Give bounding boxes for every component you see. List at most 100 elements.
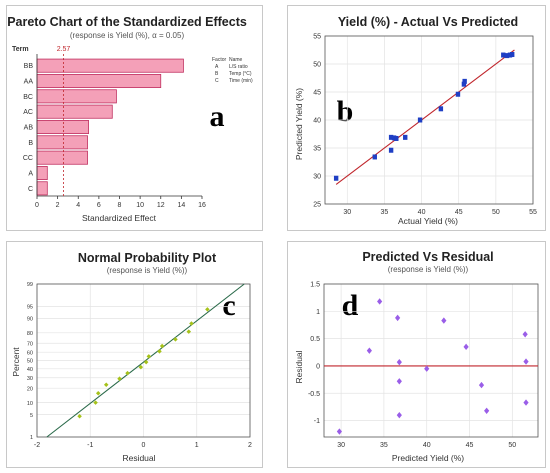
data-point xyxy=(157,349,162,354)
chart-title: Pareto Chart of the Standardized Effects xyxy=(7,15,247,29)
category-label: AA xyxy=(24,79,34,86)
x-tick-label: 50 xyxy=(492,209,500,216)
y-tick-label: 1 xyxy=(316,309,320,316)
y-tick-label: 50 xyxy=(313,62,321,69)
x-axis-label: Actual Yield (%) xyxy=(398,216,458,226)
legend-name: Temp (°C) xyxy=(229,71,252,77)
panel-letter: d xyxy=(342,289,359,322)
x-tick-label: 45 xyxy=(455,209,463,216)
category-label: BC xyxy=(23,94,33,101)
y-tick-label: 99 xyxy=(27,282,33,288)
chart-subtitle: (response is Yield (%), α = 0.05) xyxy=(70,31,185,40)
data-point xyxy=(523,358,529,365)
data-point xyxy=(377,298,383,305)
data-point xyxy=(403,134,408,140)
data-point xyxy=(504,53,510,59)
data-point xyxy=(394,135,399,141)
pareto-bar xyxy=(36,74,162,88)
category-label: C xyxy=(28,186,33,193)
data-point xyxy=(388,147,394,153)
reference-line-label: 2.57 xyxy=(57,46,71,53)
x-tick-label: 8 xyxy=(118,202,122,209)
y-axis-label: Residual xyxy=(294,350,304,383)
predicted-vs-residual-panel: Predicted Vs Residual (response is Yield… xyxy=(287,241,546,468)
data-point xyxy=(396,358,402,366)
y-tick-label: 35 xyxy=(313,146,321,153)
x-tick-label: 35 xyxy=(381,209,389,216)
y-tick-label: 70 xyxy=(27,341,33,347)
x-tick-label: 50 xyxy=(508,442,516,449)
x-tick-label: -2 xyxy=(34,442,40,449)
chart-title: Predicted Vs Residual xyxy=(362,250,493,264)
y-tick-label: 45 xyxy=(313,90,321,97)
x-tick-label: 40 xyxy=(418,209,426,216)
pareto-bar xyxy=(36,120,89,134)
data-point xyxy=(388,134,394,140)
x-tick-label: 55 xyxy=(529,209,537,216)
x-tick-label: 16 xyxy=(198,202,206,209)
y-tick-label: 50 xyxy=(27,359,33,365)
data-point xyxy=(522,331,528,338)
x-tick-label: 2 xyxy=(56,202,60,209)
factor-legend: Factor Name A L/S ratio B Temp (°C) C Time (min… xyxy=(212,57,253,84)
y-tick-label: 90 xyxy=(27,317,33,323)
predicted-vs-residual-chart: Predicted Vs Residual (response is Yield… xyxy=(294,250,539,463)
data-point xyxy=(417,117,423,123)
plot-frame xyxy=(36,283,251,438)
y-tick-label: 20 xyxy=(27,386,33,392)
pareto-bar xyxy=(36,150,88,165)
legend-factor: C xyxy=(215,78,219,84)
panel-letter: b xyxy=(337,95,354,128)
data-point xyxy=(159,343,165,349)
x-axis-label: Predicted Yield (%) xyxy=(392,453,464,463)
normal-probability-chart: Normal Probability Plot (response is Yie… xyxy=(11,251,252,463)
x-tick-label: -1 xyxy=(87,442,93,449)
x-tick-label: 1 xyxy=(195,442,199,449)
x-tick-label: 30 xyxy=(337,442,345,449)
chart-subtitle: (response is Yield (%)) xyxy=(388,265,469,274)
actual-vs-predicted-chart: Yield (%) - Actual Vs Predicted Actual Y… xyxy=(294,15,537,226)
y-axis-label: Term xyxy=(12,46,29,53)
data-point xyxy=(441,317,447,324)
x-tick-label: 30 xyxy=(343,209,351,216)
x-tick-label: 4 xyxy=(76,202,80,209)
pareto-chart-panel: Pareto Chart of the Standardized Effects… xyxy=(6,5,263,231)
data-point xyxy=(455,91,461,97)
pareto-bar xyxy=(36,181,48,196)
y-tick-label: 0 xyxy=(316,363,320,370)
panel-letter: a xyxy=(210,100,225,133)
x-tick-label: 45 xyxy=(466,442,474,449)
y-axis-label: Percent xyxy=(11,347,21,377)
panel-letter: c xyxy=(222,289,235,322)
pareto-bar xyxy=(36,135,88,150)
data-point xyxy=(95,390,101,396)
x-tick-label: 2 xyxy=(248,442,252,449)
y-tick-label: -0.5 xyxy=(308,391,320,398)
y-tick-label: 80 xyxy=(27,331,33,337)
y-tick-label: -1 xyxy=(314,418,320,425)
data-point xyxy=(391,135,397,141)
y-tick-label: 40 xyxy=(313,118,321,125)
data-point xyxy=(173,337,178,342)
data-point xyxy=(478,381,485,389)
legend-name: Time (min) xyxy=(229,78,253,84)
data-point xyxy=(501,52,506,58)
plot-frame xyxy=(323,283,539,438)
fit-line xyxy=(335,49,515,185)
category-label: A xyxy=(28,171,33,178)
data-point xyxy=(507,52,513,58)
data-point xyxy=(146,354,152,359)
category-label: B xyxy=(28,140,33,147)
normal-probability-panel: Normal Probability Plot (response is Yie… xyxy=(6,241,263,468)
data-point xyxy=(510,51,515,57)
x-tick-label: 6 xyxy=(97,202,101,209)
data-point xyxy=(117,376,122,381)
category-label: BB xyxy=(24,63,34,70)
pareto-chart: Pareto Chart of the Standardized Effects… xyxy=(7,15,253,223)
data-point xyxy=(396,378,402,385)
x-axis-label: Standardized Effect xyxy=(82,213,157,223)
legend-header: Name xyxy=(229,57,243,63)
x-tick-label: 0 xyxy=(142,442,146,449)
y-tick-label: 55 xyxy=(313,34,321,41)
plot-frame xyxy=(324,35,534,205)
